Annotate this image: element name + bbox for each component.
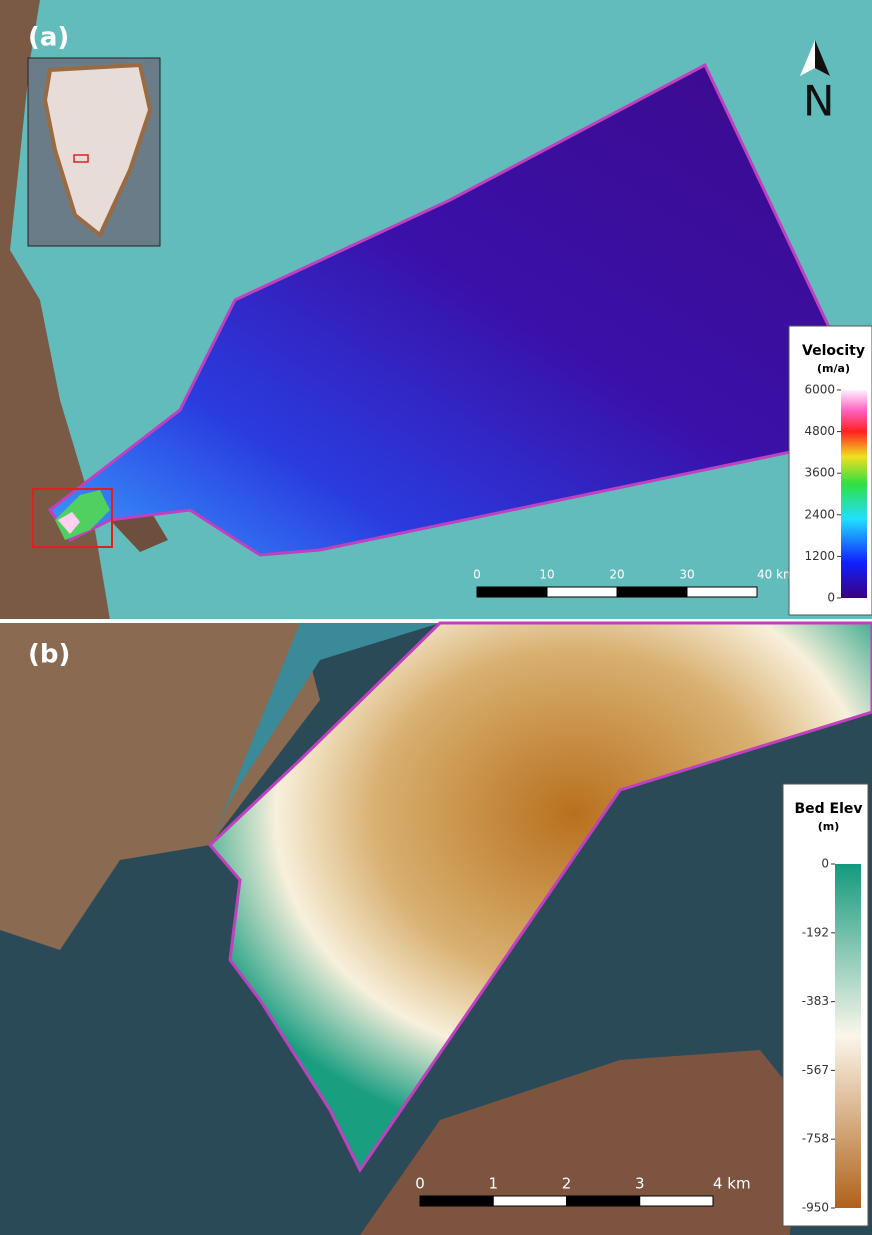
legend-tick-label: -567	[802, 1063, 829, 1077]
inset-box	[73, 154, 89, 163]
scale-label: 4 km	[713, 1175, 751, 1193]
scale-bar: 0 10 20 30 40 km	[473, 568, 795, 598]
scale-label: 0	[473, 568, 481, 582]
scale-segment	[616, 586, 688, 598]
scale-segment	[546, 586, 618, 598]
legend-tick-label: -758	[802, 1132, 829, 1146]
north-label: N	[803, 77, 834, 126]
legend-tick-label: 0	[827, 591, 835, 605]
glacier-terminus	[58, 512, 80, 534]
legend-tick-label: 4800	[804, 424, 835, 438]
scale-segment	[686, 586, 758, 598]
north-arrow	[815, 40, 830, 76]
scale-segment	[566, 1195, 641, 1207]
legend: Velocity (m/a) 6000 4800 3600 2400 1200 0	[788, 325, 872, 616]
panel-a: N (a) 0 10 20 30 40 km Velocity (m/a) 6000 4800…	[0, 0, 872, 620]
legend-tick-label: 6000	[804, 383, 835, 397]
legend-tick-label: -950	[802, 1201, 829, 1215]
scale-segment	[476, 586, 548, 598]
scale-segment	[639, 1195, 714, 1207]
color-ramp	[841, 390, 867, 598]
scale-label: 1	[488, 1175, 498, 1193]
scale-label: 30	[679, 568, 694, 582]
land	[0, 623, 320, 950]
color-ramp	[835, 864, 861, 1208]
legend-tick-label: -383	[802, 994, 829, 1008]
legend-tick-label: -192	[802, 925, 829, 939]
zoom-box	[32, 488, 113, 548]
legend-unit: (m)	[818, 820, 840, 833]
scale-segment	[492, 1195, 567, 1207]
scale-label: 2	[562, 1175, 572, 1193]
scale-label: 3	[635, 1175, 645, 1193]
legend-tick-label: 2400	[804, 507, 835, 521]
legend-tick-label: 3600	[804, 466, 835, 480]
legend: Bed Elev (m) 0 -192 -383 -567 -758 -950	[782, 783, 869, 1227]
inset-greenland	[42, 62, 153, 239]
land	[360, 1050, 800, 1235]
scale-label: 40 km	[757, 568, 795, 582]
bed-elevation	[207, 621, 872, 1173]
land	[110, 510, 168, 552]
panel-b: (b) 0 1 2 3 4 km Bed Elev (m) 0 -192 -383 -567 -75…	[0, 621, 872, 1235]
scale-label: 10	[539, 568, 554, 582]
scale-bar: 0 1 2 3 4 km	[415, 1175, 751, 1207]
scale-label: 0	[415, 1175, 425, 1193]
panel-label: (b)	[28, 640, 70, 670]
legend-title: Bed Elev	[794, 801, 862, 817]
land	[0, 0, 110, 620]
north-arrow	[800, 40, 815, 76]
legend-tick-label: 0	[821, 857, 829, 871]
panel-label: (a)	[28, 23, 69, 53]
scale-label: 20	[609, 568, 624, 582]
scale-segment	[419, 1195, 494, 1207]
legend-unit: (m/a)	[817, 362, 850, 375]
shallow-water	[210, 623, 440, 845]
legend-tick-label: 1200	[804, 549, 835, 563]
legend-title: Velocity	[802, 343, 865, 359]
panel-divider	[0, 619, 872, 623]
